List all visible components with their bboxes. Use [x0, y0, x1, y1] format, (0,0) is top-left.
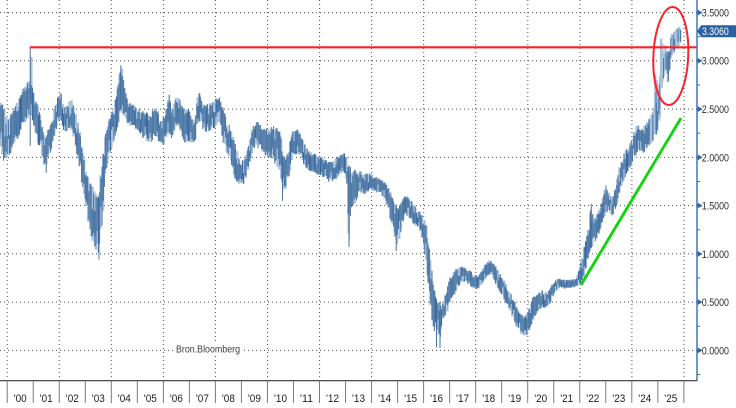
svg-text:1.5000: 1.5000: [702, 201, 729, 213]
svg-text:'02: '02: [66, 393, 79, 403]
svg-text:'20: '20: [534, 393, 547, 403]
svg-text:'16: '16: [430, 393, 443, 403]
svg-text:'17: '17: [456, 393, 469, 403]
svg-text:'25: '25: [664, 393, 677, 403]
svg-text:'08: '08: [222, 393, 235, 403]
svg-text:'19: '19: [508, 393, 521, 403]
svg-text:'09: '09: [248, 393, 261, 403]
svg-text:'03: '03: [92, 393, 105, 403]
svg-text:'06: '06: [170, 393, 183, 403]
svg-text:'10: '10: [274, 393, 287, 403]
svg-text:'24: '24: [638, 393, 651, 403]
svg-text:'12: '12: [326, 393, 339, 403]
svg-text:2.5000: 2.5000: [702, 104, 729, 116]
svg-text:'01: '01: [40, 393, 53, 403]
svg-text:'13: '13: [352, 393, 365, 403]
svg-text:'11: '11: [300, 393, 313, 403]
svg-text:0.5000: 0.5000: [702, 297, 729, 309]
svg-text:2.0000: 2.0000: [702, 152, 729, 164]
svg-text:0.0000: 0.0000: [702, 345, 729, 357]
svg-text:1.0000: 1.0000: [702, 249, 729, 261]
svg-text:'07: '07: [196, 393, 209, 403]
svg-text:'04: '04: [118, 393, 131, 403]
svg-text:Bron.Bloomberg: Bron.Bloomberg: [176, 345, 240, 356]
svg-text:'00: '00: [14, 393, 27, 403]
svg-text:3.3060: 3.3060: [702, 26, 729, 38]
svg-text:'14: '14: [378, 393, 391, 403]
svg-text:3.0000: 3.0000: [702, 56, 729, 68]
svg-text:'05: '05: [144, 393, 157, 403]
svg-text:'23: '23: [612, 393, 625, 403]
svg-text:3.5000: 3.5000: [702, 8, 729, 20]
svg-text:'22: '22: [586, 393, 599, 403]
svg-text:'21: '21: [560, 393, 573, 403]
svg-text:'18: '18: [482, 393, 495, 403]
svg-text:'15: '15: [404, 393, 417, 403]
